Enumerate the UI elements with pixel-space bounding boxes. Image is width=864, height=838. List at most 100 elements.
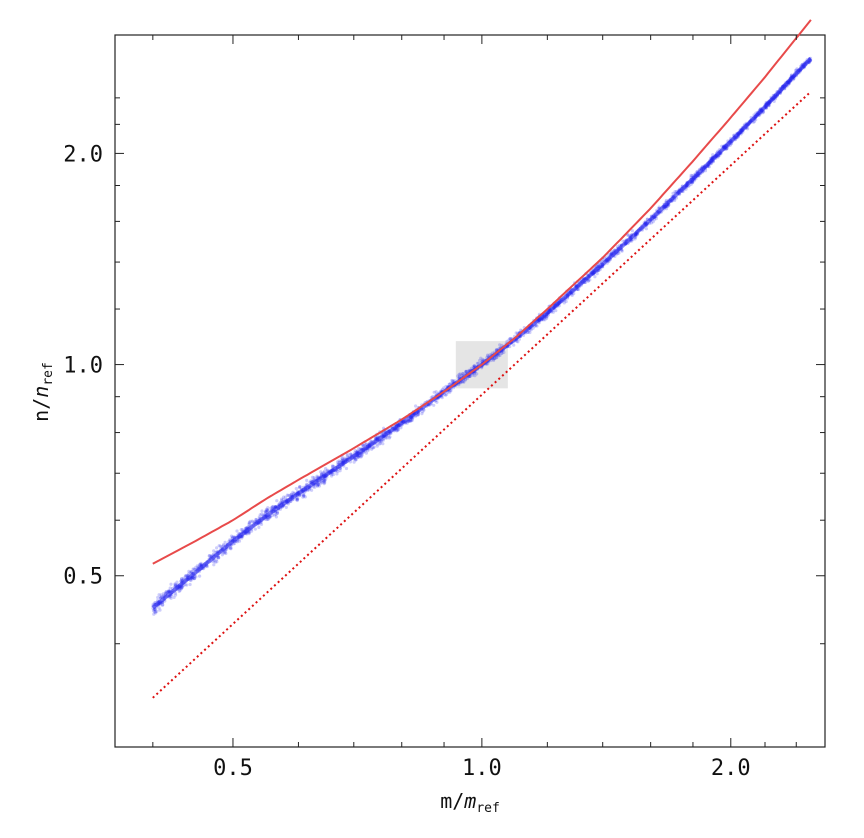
scatter-point xyxy=(266,517,270,521)
scatter-point xyxy=(265,508,269,512)
scatter-point xyxy=(620,249,624,253)
scatter-point xyxy=(229,534,234,538)
scatter-point xyxy=(388,435,392,439)
scatter-point xyxy=(410,418,414,422)
scatter-point xyxy=(301,492,305,497)
scatter-point xyxy=(551,310,555,314)
plot-frame xyxy=(114,34,826,748)
scatter-point xyxy=(254,517,258,522)
scatter-point xyxy=(421,410,425,414)
scatter-point xyxy=(450,378,454,383)
scatter-point xyxy=(313,485,317,489)
scatter-point xyxy=(247,532,251,536)
scatter-point xyxy=(192,576,196,581)
scatter-point xyxy=(284,505,288,509)
scatter-point xyxy=(215,558,219,562)
scatter-point xyxy=(465,370,469,374)
scatter-point xyxy=(444,384,448,388)
scatter-point xyxy=(298,485,302,489)
scatter-point xyxy=(323,480,327,484)
scatter-point xyxy=(215,546,219,550)
scatter-point xyxy=(239,528,243,532)
scatter-point xyxy=(240,528,245,532)
scatter-point xyxy=(273,513,277,517)
dotted-line xyxy=(152,90,812,699)
scatter-point xyxy=(479,356,483,360)
scatter-point xyxy=(260,512,264,516)
scatter-point xyxy=(229,546,233,550)
scatter-point xyxy=(461,372,465,376)
scatter-point xyxy=(189,570,193,574)
scatter-point xyxy=(409,419,413,423)
scatter-point xyxy=(213,560,217,564)
scatter-point xyxy=(673,190,677,194)
scatter-point xyxy=(237,539,242,543)
scatter-point xyxy=(260,509,264,513)
scatter-point xyxy=(208,554,212,558)
scatter-point xyxy=(154,611,158,615)
scatter-point xyxy=(711,153,715,157)
scatter-point xyxy=(223,550,227,554)
scatter-point xyxy=(343,456,347,460)
scatter-point xyxy=(338,469,342,473)
scatter-point xyxy=(336,460,340,464)
scatter-point xyxy=(302,494,306,498)
scatter-point xyxy=(664,207,669,211)
scatter-point xyxy=(562,301,566,305)
scatter-point xyxy=(217,544,221,548)
scatter-point xyxy=(593,275,597,279)
scatter-point xyxy=(654,217,658,221)
scatter-point xyxy=(450,379,455,383)
scatter-point xyxy=(502,350,506,354)
scatter-point xyxy=(161,603,165,607)
scatter-point xyxy=(449,389,453,393)
scatter-point xyxy=(349,452,353,456)
scatter-point xyxy=(322,482,326,486)
scatter-point xyxy=(275,511,280,515)
scatter-point xyxy=(322,479,326,483)
scatter-point xyxy=(217,556,221,560)
scatter-point xyxy=(294,487,298,491)
scatter-point xyxy=(336,469,340,474)
scatter-point xyxy=(360,453,364,457)
scatter-point xyxy=(471,373,475,377)
scatter-point xyxy=(377,442,382,446)
scatter-point xyxy=(195,564,199,568)
scatter-point xyxy=(271,505,275,509)
scatter-point xyxy=(324,467,328,471)
scatter-point xyxy=(309,479,313,483)
scatter-point xyxy=(475,372,479,376)
scatter-point xyxy=(554,309,558,313)
scatter-point xyxy=(180,577,184,581)
y-axis-label-italic: n xyxy=(29,386,53,398)
scatter-point xyxy=(157,593,161,597)
scatter-point xyxy=(228,538,232,542)
scatter-point xyxy=(265,517,269,522)
scatter-point xyxy=(269,506,273,510)
scatter-point xyxy=(352,460,356,464)
scatter-point xyxy=(331,465,335,469)
scatter-point xyxy=(399,426,403,430)
scatter-point xyxy=(228,546,232,550)
scatter-point xyxy=(321,471,325,475)
scatter-point xyxy=(320,472,324,476)
scatter-point xyxy=(359,455,363,459)
scatter-point xyxy=(500,351,504,355)
scatter-point xyxy=(187,569,191,574)
scatter-point xyxy=(198,574,202,578)
scatter-point xyxy=(416,413,420,417)
scatter-point xyxy=(175,580,179,584)
scatter-point xyxy=(198,562,202,566)
scatter-point xyxy=(257,525,261,530)
series-band-core xyxy=(151,57,813,610)
x-axis-label-sub: ref xyxy=(476,801,499,816)
scatter-point xyxy=(207,554,211,558)
scatter-point xyxy=(497,354,501,358)
scatter-point xyxy=(360,452,364,456)
scatter-point xyxy=(289,493,293,497)
scatter-point xyxy=(545,316,549,320)
y-tick-label: 1.0 xyxy=(63,354,103,379)
scatter-point xyxy=(379,439,383,444)
scatter-point xyxy=(302,493,306,497)
scatter-point xyxy=(179,587,183,591)
